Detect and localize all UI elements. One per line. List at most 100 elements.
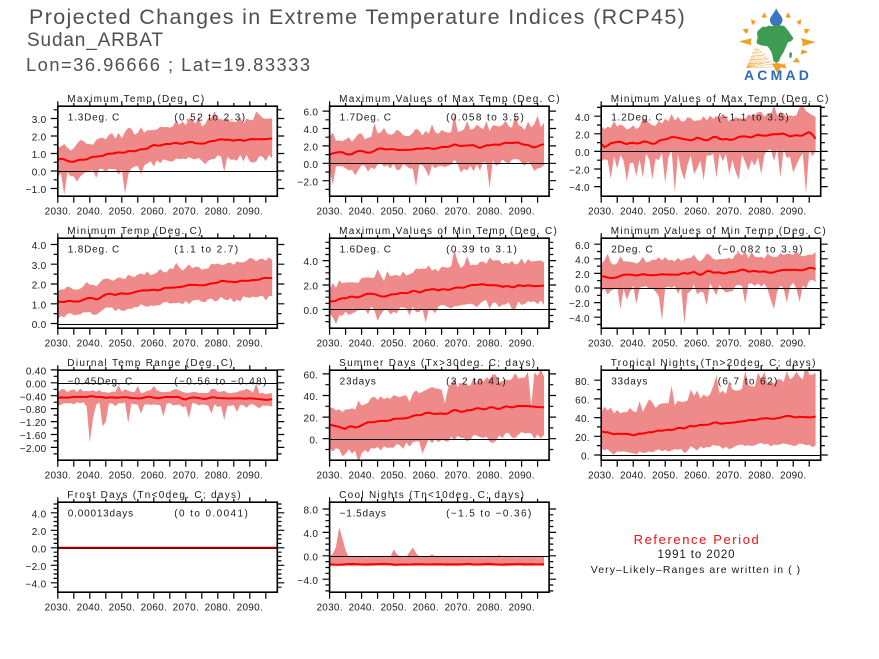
svg-text:2070.: 2070. bbox=[716, 207, 742, 218]
svg-text:2090.: 2090. bbox=[237, 207, 263, 218]
svg-text:0.: 0. bbox=[309, 435, 318, 446]
svg-text:Minimum Values of Min Temp (De: Minimum Values of Min Temp (Deg. C) bbox=[611, 226, 827, 237]
svg-text:2090.: 2090. bbox=[237, 603, 263, 614]
svg-text:2.0: 2.0 bbox=[575, 130, 590, 141]
svg-text:(0 to 0.0041): (0 to 0.0041) bbox=[174, 509, 249, 520]
svg-text:−1.20: −1.20 bbox=[20, 418, 47, 429]
svg-text:4.0: 4.0 bbox=[32, 509, 47, 520]
svg-text:2050.: 2050. bbox=[652, 471, 678, 482]
svg-text:2040.: 2040. bbox=[348, 339, 374, 350]
svg-text:2040.: 2040. bbox=[620, 471, 646, 482]
svg-text:4.0: 4.0 bbox=[575, 255, 590, 266]
svg-text:0.00013days: 0.00013days bbox=[68, 509, 134, 520]
svg-text:−2.0: −2.0 bbox=[297, 177, 318, 188]
svg-text:(6.7 to 62): (6.7 to 62) bbox=[718, 377, 779, 388]
svg-text:23days: 23days bbox=[340, 377, 377, 388]
svg-text:6.0: 6.0 bbox=[575, 241, 590, 252]
svg-text:−1.5days: −1.5days bbox=[340, 509, 387, 520]
svg-text:2090.: 2090. bbox=[780, 207, 806, 218]
svg-text:2080.: 2080. bbox=[476, 471, 502, 482]
svg-text:80.: 80. bbox=[575, 377, 590, 388]
svg-text:4.0: 4.0 bbox=[303, 257, 318, 268]
svg-text:2030.: 2030. bbox=[588, 207, 614, 218]
svg-text:2070.: 2070. bbox=[173, 207, 199, 218]
svg-text:2040.: 2040. bbox=[77, 207, 103, 218]
svg-text:(−1.1 to 3.5): (−1.1 to 3.5) bbox=[718, 113, 790, 124]
svg-text:1.7Deg. C: 1.7Deg. C bbox=[340, 113, 392, 124]
svg-text:40.: 40. bbox=[575, 414, 590, 425]
svg-text:2050.: 2050. bbox=[109, 603, 135, 614]
svg-text:2060.: 2060. bbox=[141, 471, 167, 482]
svg-text:2070.: 2070. bbox=[716, 339, 742, 350]
svg-text:2050.: 2050. bbox=[380, 471, 406, 482]
svg-text:2040.: 2040. bbox=[77, 471, 103, 482]
svg-text:Minimum Temp (Deg. C): Minimum Temp (Deg. C) bbox=[67, 226, 202, 237]
svg-text:60.: 60. bbox=[575, 396, 590, 407]
svg-text:(3.2 to 41): (3.2 to 41) bbox=[446, 377, 507, 388]
svg-text:2.0: 2.0 bbox=[303, 282, 318, 293]
svg-text:33days: 33days bbox=[611, 377, 648, 388]
svg-text:2.0: 2.0 bbox=[575, 270, 590, 281]
svg-text:−2.0: −2.0 bbox=[569, 166, 590, 177]
svg-text:2040.: 2040. bbox=[348, 603, 374, 614]
svg-text:2050.: 2050. bbox=[380, 339, 406, 350]
svg-text:0.0: 0.0 bbox=[32, 320, 47, 331]
svg-text:2080.: 2080. bbox=[476, 207, 502, 218]
svg-text:−2.0: −2.0 bbox=[26, 562, 47, 573]
svg-text:0.00: 0.00 bbox=[26, 379, 47, 390]
svg-text:2030.: 2030. bbox=[588, 339, 614, 350]
svg-text:−4.0: −4.0 bbox=[569, 314, 590, 325]
svg-text:2060.: 2060. bbox=[412, 339, 438, 350]
svg-text:4.0: 4.0 bbox=[303, 529, 318, 540]
svg-text:2080.: 2080. bbox=[748, 207, 774, 218]
svg-text:−4.0: −4.0 bbox=[297, 576, 318, 587]
svg-text:Diurnal Temp Range (Deg. C): Diurnal Temp Range (Deg. C) bbox=[67, 358, 234, 369]
svg-text:2070.: 2070. bbox=[173, 603, 199, 614]
svg-text:2080.: 2080. bbox=[476, 339, 502, 350]
svg-text:Frost Days (Tn<0deg. C; days): Frost Days (Tn<0deg. C; days) bbox=[67, 490, 242, 501]
svg-text:2080.: 2080. bbox=[748, 339, 774, 350]
svg-text:2090.: 2090. bbox=[508, 471, 534, 482]
svg-text:−2.00: −2.00 bbox=[20, 444, 47, 455]
svg-text:2040.: 2040. bbox=[620, 339, 646, 350]
svg-text:Maximum Values of Min Temp (De: Maximum Values of Min Temp (Deg. C) bbox=[339, 226, 558, 237]
svg-text:(0.058 to 3.5): (0.058 to 3.5) bbox=[446, 113, 525, 124]
svg-text:2030.: 2030. bbox=[45, 471, 71, 482]
svg-text:1.6Deg. C: 1.6Deg. C bbox=[340, 245, 392, 256]
svg-text:−0.40: −0.40 bbox=[20, 392, 47, 403]
svg-text:0.: 0. bbox=[581, 452, 590, 463]
svg-text:0.0: 0.0 bbox=[575, 148, 590, 159]
svg-text:−0.45Deg. C: −0.45Deg. C bbox=[68, 377, 133, 388]
svg-text:2090.: 2090. bbox=[780, 471, 806, 482]
svg-text:Reference Period: Reference Period bbox=[634, 532, 761, 547]
svg-text:(−0.56 to −0.48): (−0.56 to −0.48) bbox=[174, 377, 268, 388]
svg-text:2060.: 2060. bbox=[684, 471, 710, 482]
svg-text:Maximum Values of Max Temp (De: Maximum Values of Max Temp (Deg. C) bbox=[339, 94, 561, 105]
svg-text:0.0: 0.0 bbox=[303, 306, 318, 317]
svg-text:2080.: 2080. bbox=[205, 471, 231, 482]
svg-text:2030.: 2030. bbox=[316, 471, 342, 482]
svg-text:(0.52 to 2.3): (0.52 to 2.3) bbox=[174, 113, 246, 124]
svg-text:2040.: 2040. bbox=[620, 207, 646, 218]
svg-text:2090.: 2090. bbox=[237, 339, 263, 350]
svg-text:2060.: 2060. bbox=[412, 471, 438, 482]
svg-text:2080.: 2080. bbox=[205, 339, 231, 350]
svg-text:4.0: 4.0 bbox=[575, 113, 590, 124]
svg-text:1.3Deg. C: 1.3Deg. C bbox=[68, 113, 120, 124]
svg-text:−1.0: −1.0 bbox=[26, 185, 47, 196]
svg-text:2090.: 2090. bbox=[780, 339, 806, 350]
svg-text:4.0: 4.0 bbox=[303, 125, 318, 136]
svg-text:2050.: 2050. bbox=[652, 339, 678, 350]
svg-text:2070.: 2070. bbox=[716, 471, 742, 482]
svg-text:2.0: 2.0 bbox=[32, 133, 47, 144]
svg-text:2030.: 2030. bbox=[45, 207, 71, 218]
svg-text:2090.: 2090. bbox=[508, 339, 534, 350]
svg-text:20.: 20. bbox=[303, 414, 318, 425]
svg-text:2030.: 2030. bbox=[316, 339, 342, 350]
svg-text:2Deg. C: 2Deg. C bbox=[611, 245, 653, 256]
svg-text:0.0: 0.0 bbox=[575, 285, 590, 296]
svg-text:2080.: 2080. bbox=[205, 207, 231, 218]
svg-text:Very–Likely–Ranges are written: Very–Likely–Ranges are written in ( ) bbox=[591, 564, 801, 576]
svg-text:2040.: 2040. bbox=[348, 471, 374, 482]
svg-text:2090.: 2090. bbox=[508, 207, 534, 218]
